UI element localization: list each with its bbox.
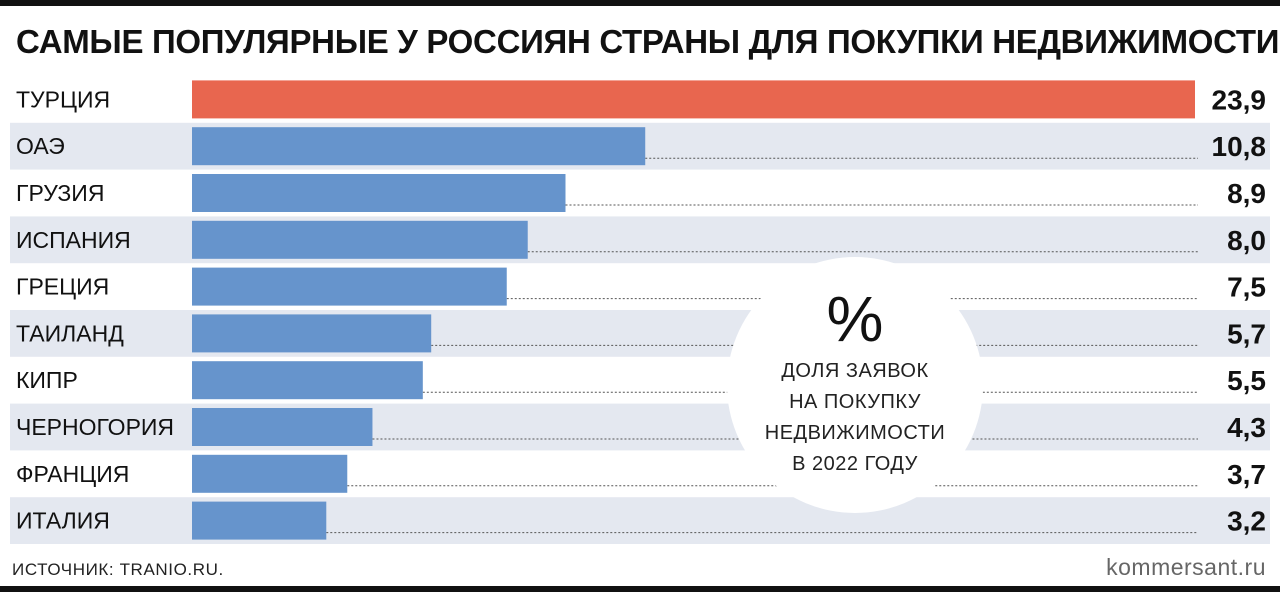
bar (192, 174, 566, 212)
bar (192, 80, 1195, 119)
bar (192, 220, 528, 259)
unit-caption: ДОЛЯ ЗАЯВОК (781, 360, 928, 382)
bar (192, 361, 423, 400)
value-label: 3,7 (1227, 459, 1266, 490)
unit-caption: НЕДВИЖИМОСТИ (765, 422, 945, 444)
category-label: ТАИЛАНД (16, 320, 124, 346)
category-label: ФРАНЦИЯ (16, 461, 129, 487)
value-label: 5,5 (1227, 365, 1266, 396)
bar (192, 408, 373, 446)
bar (192, 127, 646, 166)
value-label: 4,3 (1227, 412, 1266, 443)
category-label: ОАЭ (16, 133, 65, 159)
bar (192, 454, 348, 493)
category-label: ГРУЗИЯ (16, 180, 104, 206)
unit-caption: НА ПОКУПКУ (789, 391, 921, 413)
category-label: ТУРЦИЯ (16, 86, 110, 112)
top-rule (0, 0, 1280, 6)
category-label: ИТАЛИЯ (16, 508, 110, 534)
category-label: ЧЕРНОГОРИЯ (16, 414, 174, 440)
chart-title: САМЫЕ ПОПУЛЯРНЫЕ У РОССИЯН СТРАНЫ ДЛЯ ПО… (16, 23, 1280, 60)
bottom-rule (0, 586, 1280, 592)
value-label: 8,9 (1227, 178, 1266, 209)
unit-badge (727, 257, 983, 513)
unit-caption: В 2022 ГОДУ (792, 453, 918, 475)
value-label: 10,8 (1212, 131, 1267, 162)
unit-symbol: % (827, 283, 884, 355)
value-label: 8,0 (1227, 225, 1266, 256)
category-label: ИСПАНИЯ (16, 227, 131, 253)
bar (192, 267, 507, 306)
source-note: ИСТОЧНИК: TRANIO.RU. (12, 560, 224, 579)
value-label: 5,7 (1227, 318, 1266, 349)
value-label: 7,5 (1227, 272, 1266, 303)
category-label: КИПР (16, 367, 78, 393)
value-label: 23,9 (1212, 84, 1267, 115)
brand-watermark: kommersant.ru (1106, 554, 1266, 580)
bar (192, 314, 432, 353)
value-label: 3,2 (1227, 506, 1266, 537)
category-label: ГРЕЦИЯ (16, 274, 109, 300)
bar (192, 501, 327, 540)
